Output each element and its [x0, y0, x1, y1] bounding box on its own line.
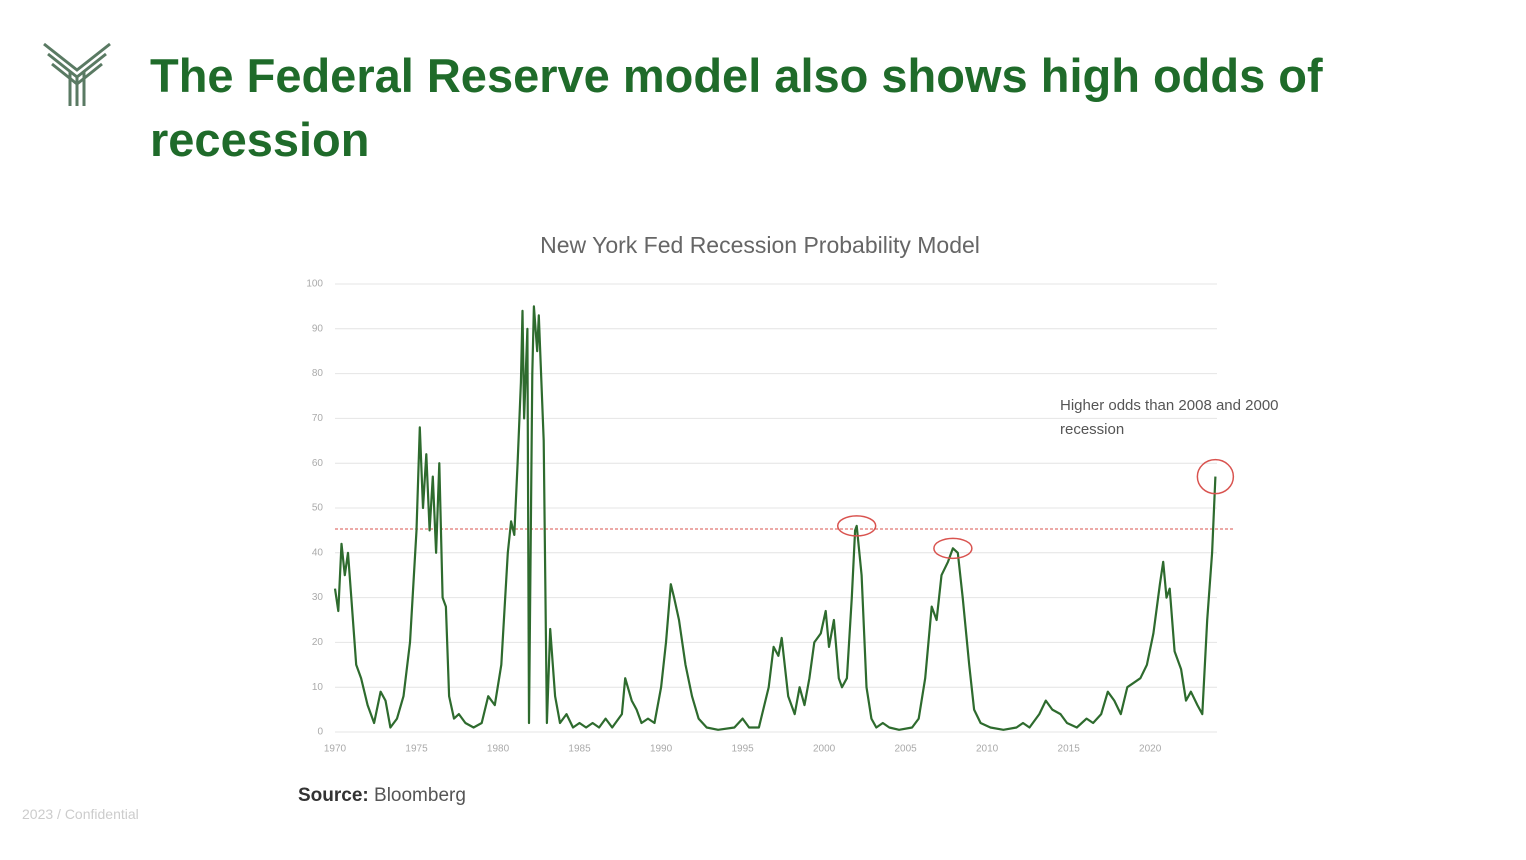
- highlight-circle: [836, 515, 877, 537]
- y-tick-label: 20: [312, 637, 324, 648]
- y-tick-label: 0: [317, 727, 323, 738]
- slide-title: The Federal Reserve model also shows hig…: [150, 49, 1323, 166]
- x-tick-label: 1975: [405, 744, 428, 755]
- x-tick-label: 1980: [487, 744, 510, 755]
- highlight-circle: [1196, 458, 1235, 495]
- y-tick-label: 80: [312, 368, 324, 379]
- y-tick-label: 60: [312, 458, 324, 469]
- x-tick-label: 2005: [894, 744, 917, 755]
- source-label: Source:: [298, 785, 369, 806]
- y-tick-label: 70: [312, 413, 324, 424]
- y-tick-label: 50: [312, 503, 324, 514]
- annotation: Higher odds than 2008 and 2000 recession: [1060, 397, 1279, 438]
- x-tick-label: 1970: [324, 744, 347, 755]
- x-tick-label: 2020: [1139, 744, 1162, 755]
- x-tick-label: 1985: [568, 744, 591, 755]
- logo: [43, 42, 111, 106]
- source: Source: Bloomberg: [298, 785, 466, 807]
- x-tick-label: 1995: [731, 744, 754, 755]
- chart-title: New York Fed Recession Probability Model: [540, 232, 980, 258]
- footer: 2023 / Confidential: [22, 806, 139, 822]
- y-tick-label: 10: [312, 682, 324, 693]
- y-tick-label: 90: [312, 323, 324, 334]
- y-tick-label: 30: [312, 592, 324, 603]
- y-tick-label: 40: [312, 547, 324, 558]
- line: [333, 305, 1217, 731]
- highlight-circle: [933, 537, 973, 560]
- x-tick-label: 2000: [813, 744, 836, 755]
- x-tick-label: 2015: [1058, 744, 1081, 755]
- source-name: Bloomberg: [374, 785, 466, 806]
- y-tick-label: 100: [306, 279, 323, 290]
- x-tick-label: 1990: [650, 744, 673, 755]
- x-tick-label: 2010: [976, 744, 999, 755]
